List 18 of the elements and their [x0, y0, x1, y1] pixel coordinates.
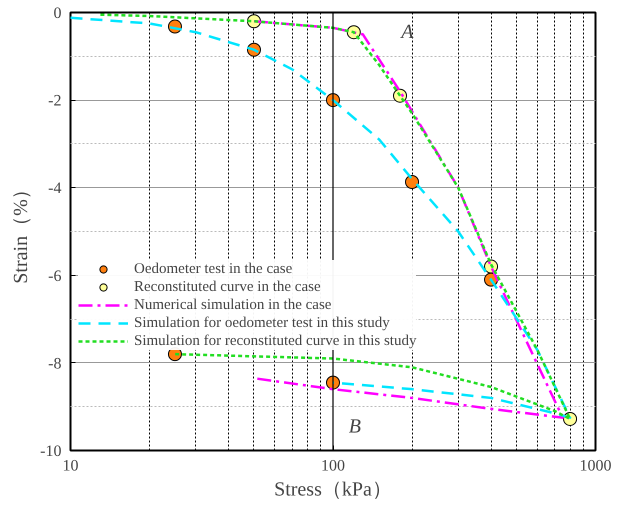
- y-tick-label: 0: [54, 5, 62, 22]
- y-tick-label: -2: [48, 92, 62, 110]
- x-axis-title: Stress（kPa）: [274, 478, 392, 500]
- y-tick-label: -8: [48, 355, 62, 372]
- legend-label: Simulation for reconstituted curve in this study: [134, 332, 416, 350]
- y-axis-title: Strain（%）: [10, 179, 32, 284]
- annotation: A: [399, 21, 414, 44]
- y-tick-label: -10: [40, 443, 62, 460]
- legend-label: Reconstituted curve in the case: [134, 278, 321, 296]
- y-tick-label: -4: [48, 180, 62, 198]
- x-tick-label: 1000: [580, 458, 612, 474]
- y-tick-label: -6: [48, 268, 62, 285]
- annotation: B: [348, 415, 361, 438]
- x-tick-label: 100: [321, 458, 345, 474]
- x-tick-label: 10: [62, 458, 78, 474]
- legend-label: Simulation for oedometer test in this study: [134, 314, 390, 332]
- legend-label: Numerical simulation in the case: [134, 296, 332, 314]
- legend-label: Oedometer test in the case: [134, 260, 292, 278]
